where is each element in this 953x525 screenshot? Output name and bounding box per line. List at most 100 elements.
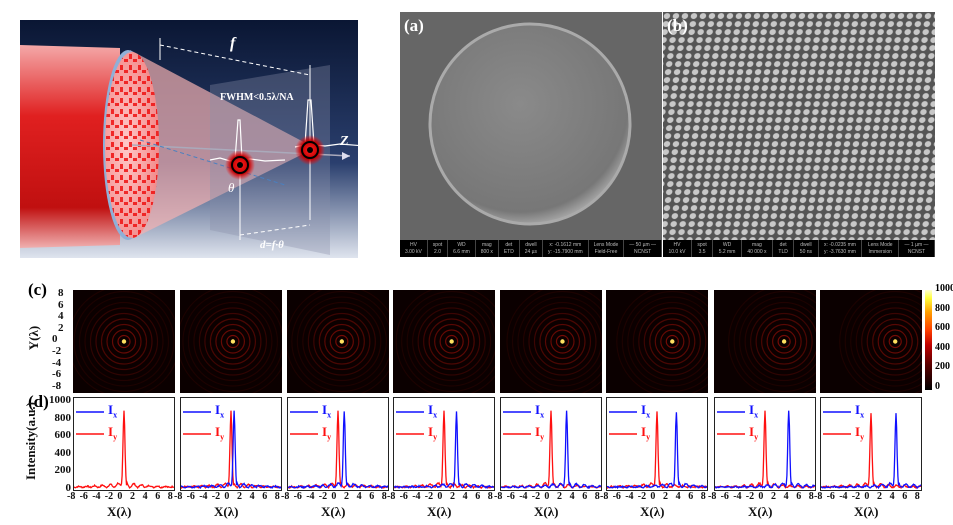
sem-info-text: 6.6 mm [453, 248, 470, 255]
diffraction-ring [766, 323, 802, 360]
diffraction-ring [511, 290, 614, 393]
iy-profile-line [714, 410, 816, 490]
diffraction-ring [755, 312, 813, 371]
diffraction-ring [877, 323, 913, 360]
legend-ix-label: Ix [749, 402, 758, 420]
legend-subscript: y [646, 432, 651, 442]
x-axis-label: X(λ) [107, 504, 132, 519]
sem-info-cell: x: -0.0235 mm y: -3.7630 mm [819, 240, 863, 257]
intensity-map [616, 285, 729, 398]
x-tick-label: 0 [864, 491, 870, 502]
x-tick-label: -6 [720, 491, 729, 502]
x-tick-label: 0 [544, 491, 550, 502]
sem-info-text: 40 000 x [747, 248, 767, 255]
x-tick-label: 2 [877, 491, 882, 502]
y-axis-label-c: Y(λ) [26, 325, 42, 351]
x-tick-label: 6 [902, 491, 908, 502]
legend-subscript: x [433, 410, 438, 420]
sem-info-cell: — 50 µm — NCNST [624, 240, 662, 257]
iy-profile-line [821, 413, 922, 490]
x-axis-label: X(λ) [214, 504, 239, 519]
panel-label-b: (b) [667, 16, 688, 35]
x-tick-label: 4 [783, 491, 789, 502]
iy-profile-line [393, 410, 495, 490]
legend-symbol: I [428, 402, 434, 417]
diffraction-ring [220, 329, 246, 354]
legend-iy-label: Iy [749, 424, 758, 442]
legend-ix-label: Ix [641, 402, 650, 420]
x-axis-label: X(λ) [854, 504, 879, 519]
intensity-map [395, 285, 508, 398]
sem-info-text: WD [457, 241, 466, 248]
ix-profile-line [393, 411, 495, 489]
sem-info-text: 50 ns [799, 248, 813, 255]
intensity-map-panel [176, 285, 290, 398]
legend-symbol: I [108, 424, 114, 439]
legend-subscript: y [327, 432, 332, 442]
intensity-map-panel [393, 285, 508, 398]
y-tick-label-d: 400 [54, 446, 72, 459]
sem-info-text: NCNST [634, 248, 652, 255]
x-tick-label: -4 [306, 491, 315, 502]
legend-symbol: I [641, 424, 647, 439]
x-tick-label: 0 [117, 491, 123, 502]
diffraction-ring [522, 301, 603, 382]
diffraction-ring [872, 318, 919, 365]
sem-info-text: ETD [503, 248, 514, 255]
sem-info-text: 3.00 kV [404, 248, 422, 255]
x-tick-label: 4 [462, 491, 468, 502]
x-tick-label: -4 [519, 491, 528, 502]
sem-nanopillar-image [663, 12, 935, 240]
x-tick-label: 6 [262, 491, 268, 502]
sem-info-text: spot [432, 241, 443, 248]
sem-info-text: dwell [525, 241, 537, 248]
intensity-profile-plot [180, 410, 282, 489]
legend-subscript: y [433, 432, 438, 442]
diffraction-ring [89, 307, 159, 376]
diffraction-ring [555, 334, 570, 349]
sem-info-cell: det ETD [499, 240, 520, 257]
focal-length-label: f [230, 35, 237, 52]
y-tick-label-c: -2 [52, 345, 62, 357]
sem-info-text: 5.2 mm [718, 248, 736, 255]
diffraction-ring [428, 318, 475, 365]
intensity-profile-panel: Ix Iy [500, 397, 602, 491]
legend-symbol: I [215, 402, 221, 417]
diffraction-ring [439, 329, 464, 354]
sem-info-cell: det TLD [773, 240, 795, 257]
intensity-profile-panel: Ix Iy [180, 397, 282, 491]
diffraction-ring [313, 312, 371, 371]
diffraction-ring [412, 301, 492, 382]
y-tick-label-c: -6 [52, 368, 62, 381]
legend-symbol: I [322, 424, 328, 439]
x-tick-label: 2 [663, 491, 668, 502]
iy-profile-line [500, 410, 602, 489]
x-tick-label: 6 [688, 491, 694, 502]
x-tick-label: -6 [506, 491, 515, 502]
diffraction-ring [193, 301, 273, 382]
theta-label: θ [228, 180, 235, 195]
sem-info-text: 3.5 [698, 248, 706, 255]
legend-subscript: y [113, 432, 118, 442]
ix-profile-line [500, 410, 602, 490]
x-tick-label: 0 [224, 491, 230, 502]
sem-info-cell: mag 800 x [476, 240, 499, 257]
x-tick-label: -8 [174, 491, 183, 502]
legend-ix-label: Ix [322, 402, 331, 420]
x-tick-label: 8 [167, 491, 173, 502]
intensity-profile-panel: Ix Iy [287, 397, 389, 491]
intensity-map-panel [285, 285, 398, 398]
y-tick-label-d: 0 [65, 482, 72, 494]
x-tick-label: 8 [381, 491, 387, 502]
intensity-map-panel [714, 285, 841, 398]
x-tick-label: 8 [594, 491, 600, 502]
legend-subscript: x [540, 410, 545, 420]
legend-ix-label: Ix [535, 402, 544, 420]
legend-subscript: y [540, 432, 545, 442]
legend-symbol: I [322, 402, 328, 417]
x-tick-label: 2 [130, 491, 135, 502]
sem-info-cell: WD 6.6 mm [448, 240, 476, 257]
legend-ix-label: Ix [108, 402, 117, 420]
legend-symbol: I [749, 424, 755, 439]
